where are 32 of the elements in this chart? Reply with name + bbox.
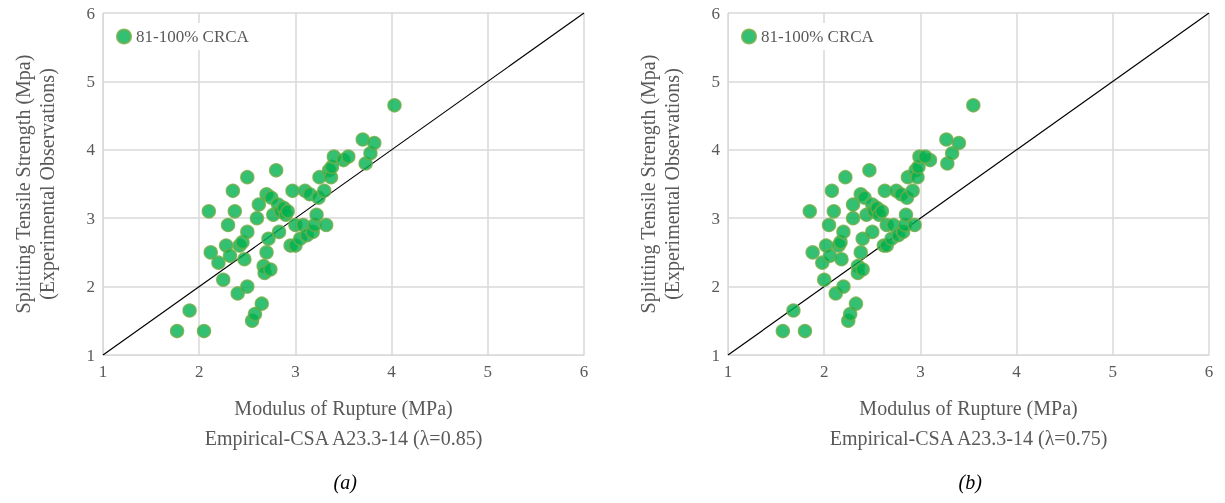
x-tick-label: 2 <box>194 362 204 381</box>
text: (b) <box>958 471 983 494</box>
x-tick-label: 5 <box>483 362 493 381</box>
y-tick-label: 2 <box>86 277 95 297</box>
x-axis-title: Modulus of Rupture (MPa) Empirical-CSA A23.3-14 (λ=0.85) <box>204 397 483 450</box>
y-axis-title: Splitting Tensile Strength (Mpa) (Experimental Observations) <box>12 54 59 314</box>
text: (a) <box>333 471 358 494</box>
x-tick-label: 1 <box>723 362 733 381</box>
y-tick-label: 3 <box>86 208 95 228</box>
y-tick-label: 5 <box>711 71 720 91</box>
y-tick-label: 4 <box>711 140 721 160</box>
x-tick-label: 5 <box>1108 362 1118 381</box>
y-tick-label: 6 <box>711 3 720 23</box>
x-tick-label: 1 <box>98 362 108 381</box>
x-tick-label: 6 <box>1204 362 1214 381</box>
x-tick-label: 3 <box>291 362 300 381</box>
x-tick-label: 4 <box>1012 362 1022 381</box>
y-tick-label: 6 <box>86 3 95 23</box>
y-axis-title: Splitting Tensile Strength (Mpa) (Experimental Observations) <box>637 54 684 314</box>
x-tick-label: 6 <box>579 362 589 381</box>
y-tick-label: 4 <box>86 140 96 160</box>
legend-label: 81-100% CRCA <box>136 27 250 46</box>
x-tick-label: 3 <box>916 362 925 381</box>
y-tick-label: 3 <box>711 208 720 228</box>
x-tick-label: 4 <box>387 362 397 381</box>
x-axis-title: Modulus of Rupture (MPa) Empirical-CSA A23.3-14 (λ=0.75) <box>829 397 1108 450</box>
legend-label: 81-100% CRCA <box>761 27 875 46</box>
x-tick-label: 2 <box>819 362 829 381</box>
y-tick-label: 2 <box>711 277 720 297</box>
y-tick-label: 1 <box>86 345 95 365</box>
y-tick-label: 1 <box>711 345 720 365</box>
y-tick-label: 5 <box>86 71 95 91</box>
